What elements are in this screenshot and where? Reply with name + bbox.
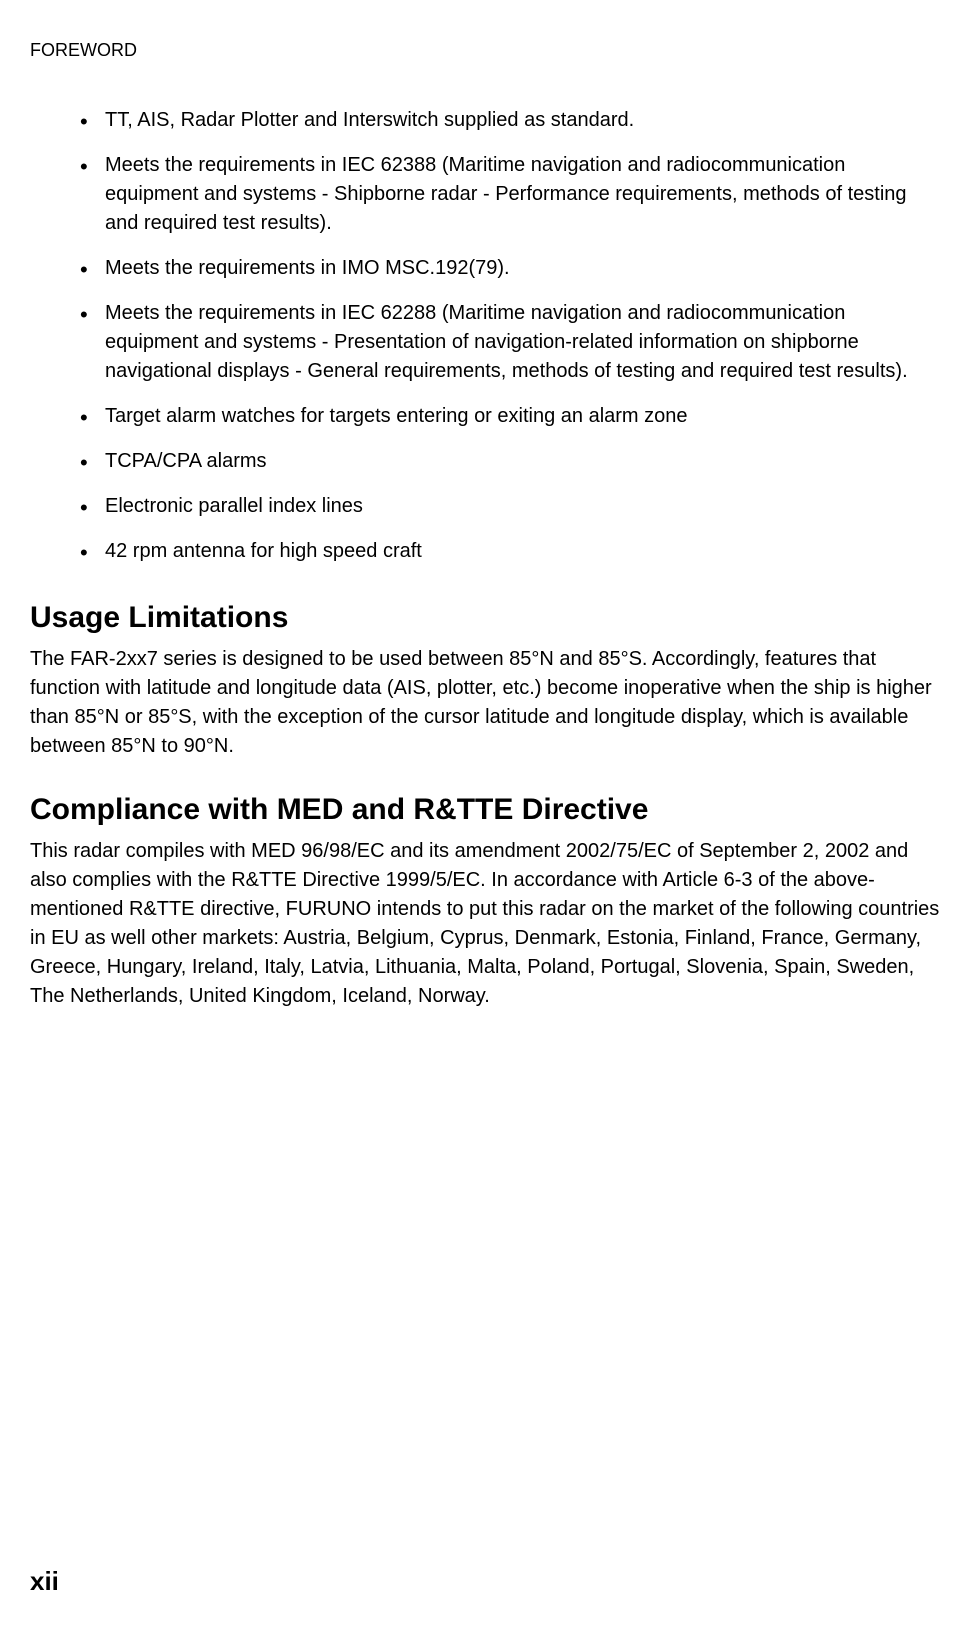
list-item: Meets the requirements in IEC 62388 (Mar… <box>85 151 941 238</box>
list-item: 42 rpm antenna for high speed craft <box>85 537 941 566</box>
page-number: xii <box>30 1566 59 1597</box>
feature-bullet-list: TT, AIS, Radar Plotter and Interswitch s… <box>30 106 941 566</box>
section-body-compliance: This radar compiles with MED 96/98/EC an… <box>30 837 941 1011</box>
section-heading-usage: Usage Limitations <box>30 601 941 635</box>
section-heading-compliance: Compliance with MED and R&TTE Directive <box>30 793 941 827</box>
list-item: Meets the requirements in IEC 62288 (Mar… <box>85 299 941 386</box>
list-item: Meets the requirements in IMO MSC.192(79… <box>85 254 941 283</box>
list-item: TCPA/CPA alarms <box>85 447 941 476</box>
list-item: Electronic parallel index lines <box>85 492 941 521</box>
list-item: TT, AIS, Radar Plotter and Interswitch s… <box>85 106 941 135</box>
list-item: Target alarm watches for targets enterin… <box>85 402 941 431</box>
section-body-usage: The FAR-2xx7 series is designed to be us… <box>30 645 941 761</box>
page-header: FOREWORD <box>30 40 941 61</box>
